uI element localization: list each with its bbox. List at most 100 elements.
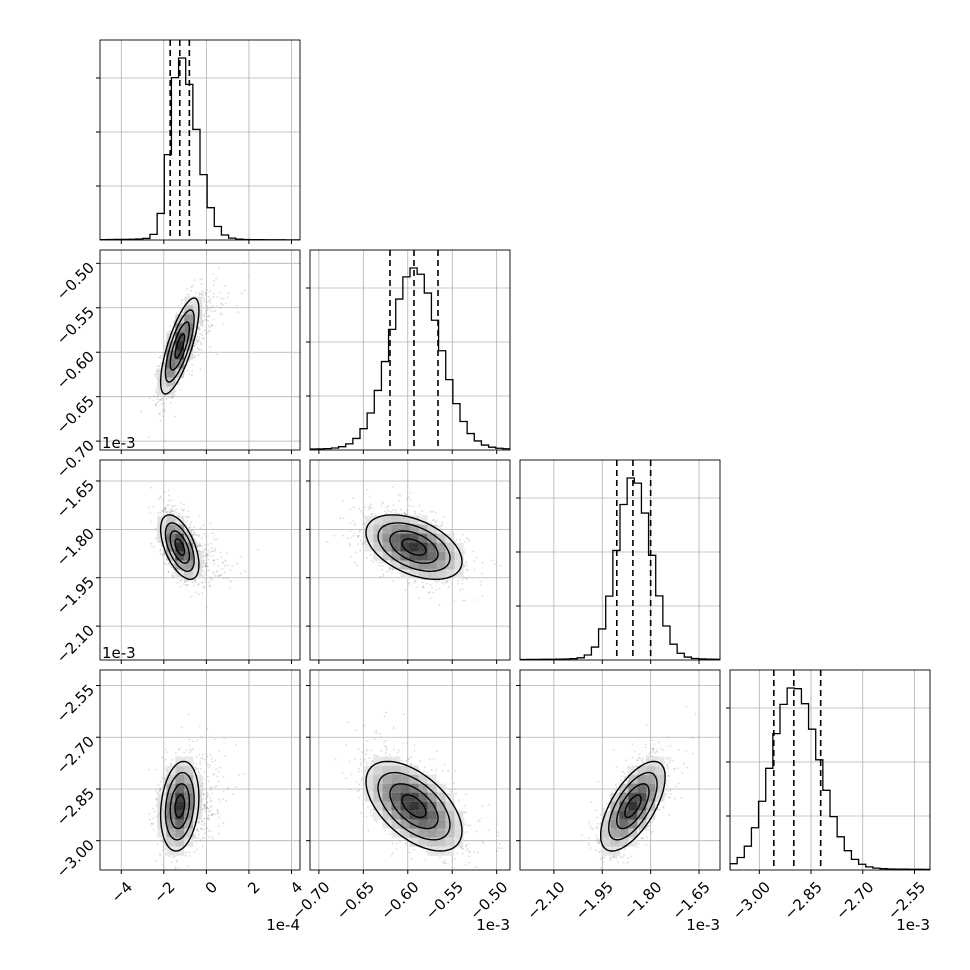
scatter-point — [159, 356, 162, 359]
density-cell — [427, 524, 437, 534]
scatter-point — [153, 395, 156, 398]
scatter-point — [224, 564, 227, 567]
scatter-point — [205, 252, 208, 254]
scatter-point — [205, 554, 208, 557]
scatter-point — [186, 520, 189, 523]
scatter-point — [406, 513, 409, 516]
scatter-point — [196, 340, 199, 343]
scatter-point — [370, 507, 372, 509]
scatter-point — [159, 412, 161, 415]
scatter-point — [207, 763, 209, 766]
scatter-point — [198, 349, 201, 351]
scatter-point — [409, 504, 411, 507]
scatter-point — [464, 541, 467, 543]
density-cell — [184, 533, 194, 543]
density-cell — [409, 515, 419, 525]
scatter-point — [385, 512, 388, 514]
scatter-point — [400, 508, 402, 511]
scatter-point — [202, 559, 205, 561]
scatter-point — [216, 353, 218, 356]
density-cell — [427, 533, 437, 543]
density-cell — [157, 377, 167, 387]
scatter-point — [206, 556, 208, 558]
scatter-point — [461, 582, 464, 585]
scatter-point — [427, 591, 430, 594]
scatter-point — [216, 538, 218, 541]
scatter-point — [205, 606, 208, 609]
scatter-point — [157, 790, 160, 793]
scatter-point — [354, 532, 356, 534]
scatter-point — [174, 504, 177, 507]
scatter-point — [190, 521, 193, 523]
scatter-point — [448, 585, 450, 588]
scatter-point — [403, 512, 406, 515]
density-cell — [436, 569, 446, 579]
scatter-point — [187, 510, 190, 513]
scatter-point — [405, 498, 408, 501]
scatter-point — [438, 604, 441, 607]
scatter-point — [382, 575, 385, 577]
scatter-point — [204, 312, 207, 315]
scatter-point — [197, 354, 200, 357]
scatter-point — [203, 586, 205, 588]
scatter-point — [213, 538, 216, 541]
scatter-point — [445, 581, 447, 584]
scatter-point — [257, 549, 259, 551]
scatter-point — [223, 559, 226, 562]
scatter-point — [201, 537, 203, 540]
density-cell — [382, 551, 392, 561]
scatter-point — [421, 510, 424, 512]
density-cell — [364, 533, 374, 543]
scatter-point — [188, 373, 191, 375]
scatter-point — [198, 327, 201, 330]
scatter-point — [349, 508, 352, 511]
panel-background — [100, 670, 300, 870]
scatter-point — [193, 526, 195, 529]
density-cell — [166, 542, 176, 552]
scatter-point — [196, 341, 199, 343]
scatter-point — [448, 531, 451, 533]
scatter-point — [371, 512, 374, 515]
scatter-point — [422, 586, 425, 589]
scatter-point — [388, 566, 391, 569]
scatter-point — [435, 581, 438, 584]
scatter-point — [186, 293, 188, 296]
scatter-point — [216, 558, 219, 560]
scatter-point — [159, 548, 162, 551]
density-cell — [175, 560, 185, 570]
scatter-point — [164, 439, 166, 442]
density-cell — [409, 542, 419, 552]
scatter-point — [205, 329, 207, 332]
scatter-point — [491, 559, 494, 562]
scatter-point — [428, 591, 431, 593]
scatter-point — [159, 419, 162, 422]
scatter-point — [342, 534, 345, 537]
scatter-point — [414, 512, 417, 515]
scatter-point — [159, 496, 162, 499]
scatter-point — [220, 556, 223, 558]
scatter-point — [201, 334, 203, 337]
scatter-point — [176, 312, 178, 314]
scatter-point — [464, 561, 467, 563]
scatter-point — [358, 507, 361, 510]
scatter-point — [387, 510, 390, 512]
scatter-point — [168, 489, 170, 492]
scatter-point — [465, 577, 468, 580]
scatter-point — [169, 511, 172, 514]
scatter-point — [202, 560, 205, 562]
scatter-point — [354, 551, 357, 554]
density-cell — [166, 368, 176, 378]
scatter-point — [154, 375, 157, 378]
scatter-point — [202, 325, 205, 327]
scatter-point — [204, 544, 206, 546]
scatter-point — [206, 288, 208, 291]
scatter-point — [475, 556, 478, 559]
scatter-point — [202, 562, 205, 565]
density-cell — [400, 551, 410, 561]
scatter-point — [189, 751, 191, 754]
y-tick-label: −2.10 — [53, 621, 98, 666]
scatter-point — [148, 436, 150, 439]
scatter-point — [166, 504, 169, 507]
density-cell — [382, 524, 392, 534]
contour-line — [169, 321, 191, 371]
